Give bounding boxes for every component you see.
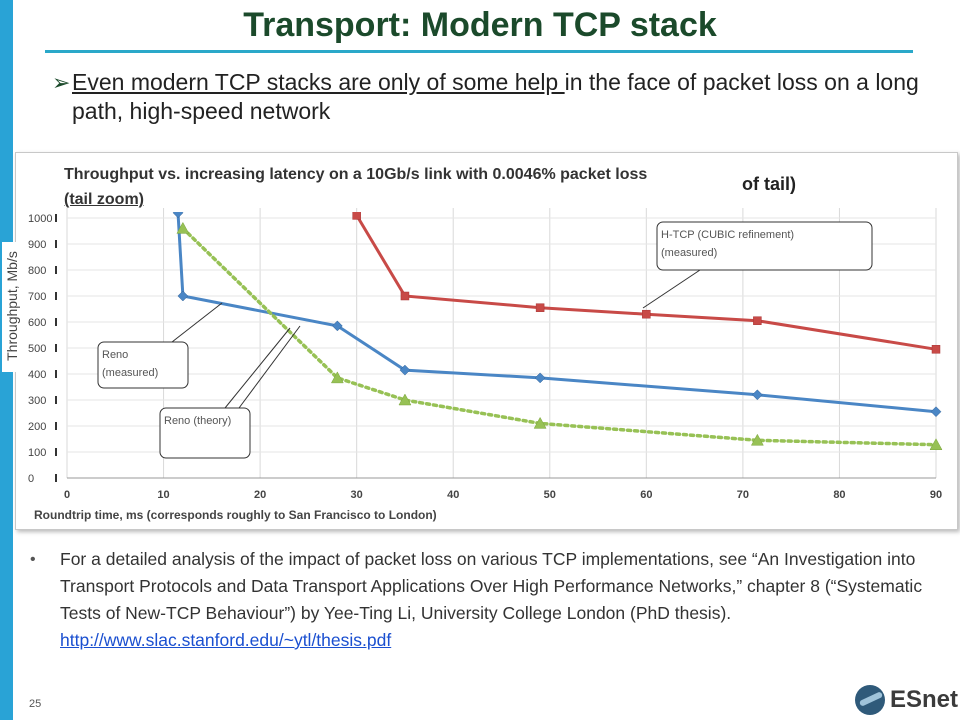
reno-measured-callout-pointer [171,302,223,343]
x-tick-label: 80 [833,489,845,501]
x-tick-label: 70 [737,489,749,501]
y-tick-label: 300 [28,395,46,407]
data-point-square [753,316,762,325]
y-axis-label: Throughput, Mb/s [4,251,20,361]
data-point-diamond [172,212,184,219]
htcp-callout-box [656,221,873,271]
x-tick-label: 90 [930,489,942,501]
data-point-diamond [332,320,343,332]
chart-panel [15,152,958,530]
y-tick-label: 0 [28,473,34,485]
reno-measured-callout-text: Reno [102,349,128,361]
y-tick-label: 800 [28,265,46,277]
series-line-2 [181,226,938,447]
htcp-callout-text: H-TCP (CUBIC refinement) [661,229,794,241]
y-axis-label-box: Throughput, Mb/s [2,242,24,372]
data-point-triangle [330,371,344,384]
x-tick-label: 30 [351,489,363,501]
bullet-2-text: For a detailed analysis of the impact of… [60,546,935,654]
data-point-square [535,303,545,312]
y-tick-label: 900 [28,239,46,251]
bullet-1-text: Even modern TCP stacks are only of some … [72,68,932,126]
bullet-dot-icon: • [30,551,36,568]
y-tick-label: 500 [28,343,46,355]
htcp-callout-text: (measured) [661,247,717,259]
bullet-2-body: For a detailed analysis of the impact of… [60,549,923,623]
bullet-1-rest: in the face of packet loss on a long pat… [72,69,919,124]
y-tick-label: 600 [28,317,46,329]
chart-subtitle-text: (tail zoom) [64,191,144,208]
data-point-diamond [752,389,763,401]
slide-title: Transport: Modern TCP stack [243,6,717,44]
y-tick-label: 100 [28,447,46,459]
x-tick-label: 20 [254,489,266,501]
data-point-square [400,291,410,301]
htcp-callout-pointer [642,269,701,309]
data-point-square [642,309,651,319]
data-point-triangle [398,393,412,406]
data-point-diamond [930,406,942,418]
data-point-diamond [534,372,546,384]
x-tick-label: 40 [447,489,459,501]
data-point-diamond [177,290,189,302]
chart-subtitle: (tail zoom) [64,191,144,209]
reno-theory-callout-pointer [224,327,291,409]
reno-theory-callout-pointer-2 [238,325,301,409]
bullet-1-underlined: Even modern TCP stacks are only of some … [72,69,565,95]
data-point-triangle [533,416,547,429]
reno-theory-callout-text: Reno (theory) [164,415,231,427]
y-tick-label: 1000 [28,213,52,225]
x-tick-label: 0 [64,489,70,501]
bullet-2: • For a detailed analysis of the impact … [30,546,935,654]
data-point-triangle [176,221,190,234]
arrow-bullet-icon: ➢ [52,70,71,95]
x-tick-label: 50 [544,489,556,501]
page-number: 25 [29,698,42,710]
title-underline [45,50,913,53]
x-axis-label: Roundtrip time, ms (corresponds roughly … [34,508,437,522]
data-point-triangle [929,438,943,450]
x-tick-label: 10 [157,489,169,501]
y-tick-label: 400 [28,369,46,381]
reno-theory-callout-box [159,407,251,459]
data-point-triangle [750,433,764,446]
chart-title-overlap-fragment: of tail) [742,174,796,194]
bullet-1: ➢ Even modern TCP stacks are only of som… [52,68,932,126]
reno-measured-callout-box [97,341,189,389]
data-point-square [931,345,941,354]
logo-text: ESnet [890,686,959,713]
reno-measured-callout-text: (measured) [102,367,158,379]
y-tick-label: 200 [28,421,46,433]
data-point-square [352,212,361,220]
x-tick-label: 60 [640,489,652,501]
data-point-diamond [399,364,411,376]
series-line-0 [355,214,937,351]
thesis-link[interactable]: http://www.slac.stanford.edu/~ytl/thesis… [60,630,392,650]
esnet-logo: ESnet [855,684,959,716]
chart-title: Throughput vs. increasing latency on a 1… [64,166,648,183]
series-group [172,212,943,450]
y-tick-label: 700 [28,291,46,303]
